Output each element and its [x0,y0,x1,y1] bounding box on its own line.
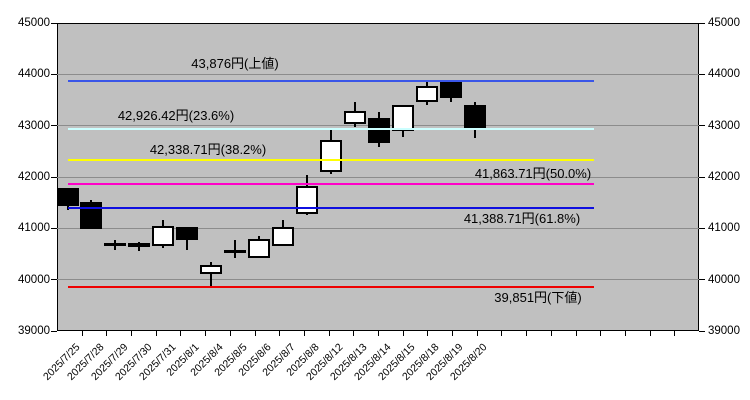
y-tick-right [699,227,705,229]
candle-body-up [296,186,318,214]
y-tick-right [699,279,705,281]
candle-wick [234,240,237,259]
candle-body-up [200,264,223,274]
candle-body-down [80,202,103,229]
fib-level-label: 42,338.71円(38.2%) [149,142,267,157]
fib-level-line [68,182,594,185]
x-tick [649,331,651,336]
x-tick [106,331,108,336]
candle-body-up [415,86,438,103]
candle-wick [210,262,213,288]
candle-body-down [439,82,462,99]
candle-body-down [224,249,247,253]
x-tick [81,331,83,336]
x-tick [353,331,355,336]
candle-body-up [152,225,175,246]
x-tick [624,331,626,336]
fib-level-line [68,286,594,289]
candle-body-down [128,242,151,248]
y-axis-label-right: 45000 [708,17,740,29]
candle-body-down [367,118,390,144]
y-axis-label-left: 40000 [18,273,50,286]
y-tick-left [51,125,57,127]
y-gridline [57,227,699,229]
candle-body-down [56,188,79,207]
x-tick [600,331,602,336]
fib-level-line [68,79,594,82]
x-tick [279,331,281,336]
x-tick [452,331,454,336]
fib-level-line [68,207,594,210]
x-tick [254,331,256,336]
y-tick-left [51,176,57,178]
y-axis-label-right: 41000 [708,222,740,235]
y-tick-left [51,73,57,75]
x-tick [427,331,429,336]
fib-level-label: 41,388.71円(61.8%) [463,211,581,226]
x-tick [328,331,330,336]
x-tick [476,331,478,336]
y-gridline [57,176,699,178]
x-tick [501,331,503,336]
y-axis-label-right: 43000 [708,119,740,132]
y-gridline [57,73,699,75]
candle-body-down [104,243,127,247]
candle-body-up [248,239,271,259]
fib-level-label: 43,876円(上値) [191,56,279,71]
x-tick [526,331,528,336]
x-tick [303,331,305,336]
fib-level-label: 39,851円(下値) [494,290,582,305]
y-tick-right [699,125,705,127]
x-tick [550,331,552,336]
y-axis-label-right: 42000 [708,171,740,183]
candle-body-down [176,226,199,241]
y-axis-label-left: 41000 [18,222,50,235]
x-tick [674,331,676,336]
y-tick-right [699,73,705,75]
y-axis-label-left: 44000 [18,68,50,81]
candle-body-up [391,105,414,131]
y-axis-label-left: 45000 [18,17,50,29]
y-tick-right [699,330,705,332]
x-tick [180,331,182,336]
y-axis-label-left: 39000 [18,325,50,337]
y-tick-right [699,22,705,24]
y-tick-left [51,330,57,332]
candle-body-up [319,140,342,172]
fib-level-label: 41,863.71円(50.0%) [474,166,592,181]
y-axis-label-right: 40000 [708,273,740,286]
x-tick [205,331,207,336]
x-tick [131,331,133,336]
x-tick [378,331,379,336]
fib-level-line [68,128,594,131]
y-tick-left [51,227,57,229]
x-tick [229,331,231,336]
candle-body-up [272,226,295,246]
fib-level-line [68,158,594,161]
x-tick [402,331,404,336]
y-tick-left [51,279,57,281]
candle-body-down [463,105,486,129]
fib-level-label: 42,926.42円(23.6%) [117,108,235,123]
y-gridline [57,279,699,281]
x-tick [575,331,577,336]
y-tick-left [51,22,57,24]
y-tick-right [699,176,705,178]
y-axis-label-right: 39000 [708,325,740,337]
y-axis-label-left: 42000 [18,171,50,183]
candle-body-up [343,110,366,124]
y-axis-label-right: 44000 [708,68,740,81]
x-tick [155,331,157,336]
y-axis-label-left: 43000 [18,119,50,132]
